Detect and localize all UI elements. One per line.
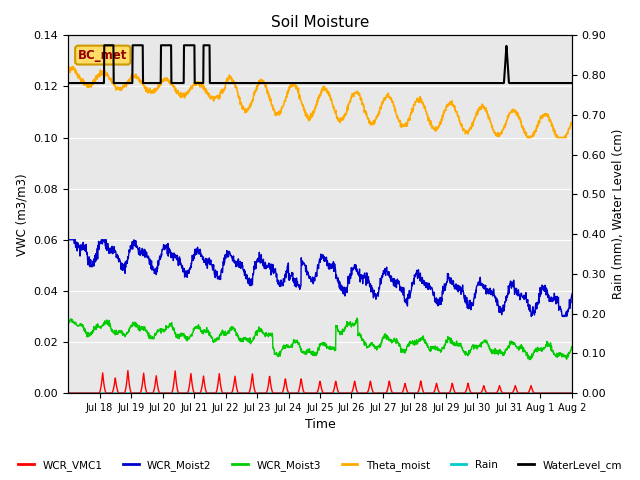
Y-axis label: VWC (m3/m3): VWC (m3/m3) [15, 173, 28, 255]
Y-axis label: Rain (mm), Water Level (cm): Rain (mm), Water Level (cm) [612, 129, 625, 300]
Legend: WCR_VMC1, WCR_Moist2, WCR_Moist3, Theta_moist, Rain, WaterLevel_cm: WCR_VMC1, WCR_Moist2, WCR_Moist3, Theta_… [14, 456, 626, 475]
X-axis label: Time: Time [305, 419, 335, 432]
Title: Soil Moisture: Soil Moisture [271, 15, 369, 30]
Text: BC_met: BC_met [78, 48, 127, 61]
